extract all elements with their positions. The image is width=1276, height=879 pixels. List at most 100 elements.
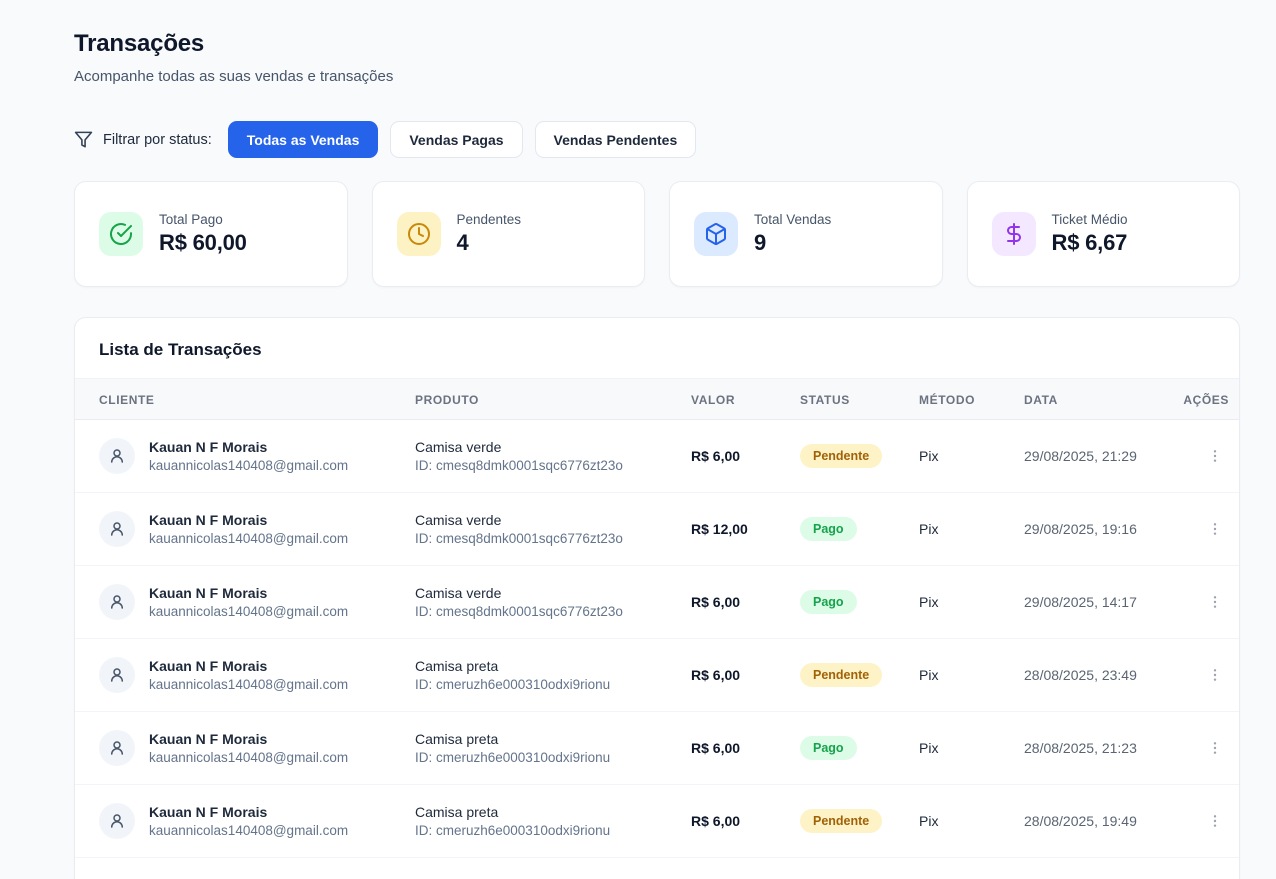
- client-name: Kauan N F Morais: [149, 804, 268, 820]
- transaction-date: 28/08/2025, 21:23: [1024, 740, 1137, 756]
- row-actions-button[interactable]: [1201, 661, 1229, 689]
- client-cell: Kauan N F Morais kauannicolas140408@gmai…: [99, 511, 415, 547]
- product-name: Camisa preta: [415, 658, 499, 674]
- status-badge: Pago: [800, 590, 857, 614]
- stat-value: 4: [456, 230, 469, 255]
- status-filter-bar: Filtrar por status: Todas as Vendas Vend…: [74, 121, 1240, 158]
- product-id: ID: cmeruzh6e000310odxi9rionu: [415, 750, 611, 765]
- page-subtitle: Acompanhe todas as suas vendas e transaç…: [74, 68, 394, 85]
- row-actions-button[interactable]: [1201, 734, 1229, 762]
- user-icon: [111, 522, 123, 536]
- client-cell: Kauan N F Morais kauannicolas140408@gmai…: [99, 730, 415, 766]
- client-email: kauannicolas140408@gmail.com: [149, 458, 349, 473]
- product-cell: Camisa verde ID: cmesq8dmk0001sqc6776zt2…: [415, 585, 691, 619]
- avatar: [99, 730, 135, 766]
- client-email: kauannicolas140408@gmail.com: [149, 750, 349, 765]
- filter-label: Filtrar por status:: [103, 131, 212, 148]
- client-cell: Kauan N F Morais kauannicolas140408@gmai…: [99, 584, 415, 620]
- product-id: ID: cmesq8dmk0001sqc6776zt23o: [415, 604, 623, 619]
- product-name: Camisa preta: [415, 731, 499, 747]
- transaction-value: R$ 6,00: [691, 448, 741, 464]
- clock-icon: [396, 212, 441, 256]
- table-row: Kauan N F Morais kauannicolas140408@gmai…: [75, 420, 1239, 493]
- row-actions-button[interactable]: [1201, 515, 1229, 543]
- avatar: [99, 803, 135, 839]
- client-cell: Kauan N F Morais kauannicolas140408@gmai…: [99, 803, 415, 839]
- product-name: Camisa preta: [415, 804, 499, 820]
- status-cell: Pendente: [800, 663, 919, 687]
- row-actions-button[interactable]: [1201, 442, 1229, 470]
- stat-card-ticket-medio: Ticket Médio R$ 6,67: [966, 181, 1240, 287]
- more-vertical-icon: [1213, 815, 1217, 827]
- table-row: Kauan N F Morais kauannicolas140408@gmai…: [75, 712, 1239, 785]
- payment-method: Pix: [919, 448, 939, 464]
- product-cell: Camisa verde ID: cmesq8dmk0001sqc6776zt2…: [415, 439, 691, 473]
- filter-button-pending[interactable]: Vendas Pendentes: [534, 121, 697, 158]
- client-name: Kauan N F Morais: [149, 731, 268, 747]
- filter-button-paid[interactable]: Vendas Pagas: [390, 121, 523, 158]
- row-actions-button[interactable]: [1201, 807, 1229, 835]
- avatar: [99, 584, 135, 620]
- product-name: Camisa verde: [415, 439, 502, 455]
- client-email: kauannicolas140408@gmail.com: [149, 823, 349, 838]
- table-title: Lista de Transações: [99, 340, 262, 359]
- stat-label: Total Vendas: [754, 212, 832, 227]
- transaction-value: R$ 6,00: [691, 813, 741, 829]
- transaction-value: R$ 6,00: [691, 740, 741, 756]
- column-header-cliente: Cliente: [99, 393, 155, 407]
- column-header-metodo: Método: [919, 393, 976, 407]
- table-row: Kauan N F Morais kauannicolas140408@gmai…: [75, 639, 1239, 712]
- stats-grid: Total Pago R$ 60,00 Pendentes 4 Total Ve…: [74, 181, 1240, 287]
- client-name: Kauan N F Morais: [149, 512, 268, 528]
- status-badge: Pendente: [800, 663, 883, 687]
- status-badge: Pendente: [800, 444, 883, 468]
- dollar-icon: [991, 212, 1036, 256]
- status-badge: Pago: [800, 517, 857, 541]
- transaction-date: 29/08/2025, 19:16: [1024, 521, 1137, 537]
- table-row: Kauan N F Morais kauannicolas140408@gmai…: [75, 566, 1239, 639]
- column-header-produto: Produto: [415, 393, 479, 407]
- filter-button-all[interactable]: Todas as Vendas: [227, 121, 379, 158]
- table-row: Kauan N F Morais kauannicolas140408@gmai…: [75, 785, 1239, 858]
- page-title: Transações: [74, 30, 205, 57]
- column-header-data: Data: [1024, 393, 1058, 407]
- transaction-value: R$ 6,00: [691, 594, 741, 610]
- more-vertical-icon: [1213, 669, 1217, 681]
- table-header: Cliente Produto Valor Status Método Data…: [75, 378, 1239, 420]
- payment-method: Pix: [919, 667, 939, 683]
- product-name: Camisa verde: [415, 585, 502, 601]
- product-cell: Camisa preta ID: cmeruzh6e000310odxi9rio…: [415, 731, 691, 765]
- transaction-date: 29/08/2025, 14:17: [1024, 594, 1137, 610]
- client-name: Kauan N F Morais: [149, 658, 268, 674]
- status-cell: Pago: [800, 736, 919, 760]
- user-icon: [111, 668, 123, 682]
- transaction-date: 28/08/2025, 23:49: [1024, 667, 1137, 683]
- stat-value: R$ 6,67: [1051, 230, 1128, 255]
- transactions-page: Transações Acompanhe todas as suas venda…: [74, 0, 1240, 879]
- product-cell: Camisa preta ID: cmeruzh6e000310odxi9rio…: [415, 658, 691, 692]
- payment-method: Pix: [919, 813, 939, 829]
- table-row: Kauan N F Morais kauannicolas140408@gmai…: [75, 493, 1239, 566]
- check-circle-icon: [99, 212, 143, 256]
- client-cell: Kauan N F Morais kauannicolas140408@gmai…: [99, 657, 415, 693]
- status-cell: Pago: [800, 517, 919, 541]
- more-vertical-icon: [1213, 523, 1217, 535]
- user-icon: [111, 741, 123, 755]
- stat-value: R$ 60,00: [159, 230, 247, 255]
- column-header-valor: Valor: [691, 393, 736, 407]
- avatar: [99, 511, 135, 547]
- stat-card-total-vendas: Total Vendas 9: [669, 181, 943, 287]
- client-email: kauannicolas140408@gmail.com: [149, 677, 349, 692]
- payment-method: Pix: [919, 740, 939, 756]
- row-actions-button[interactable]: [1201, 588, 1229, 616]
- client-email: kauannicolas140408@gmail.com: [149, 531, 349, 546]
- user-icon: [111, 595, 123, 609]
- client-cell: Kauan N F Morais kauannicolas140408@gmai…: [99, 438, 415, 474]
- stat-card-total-pago: Total Pago R$ 60,00: [74, 181, 348, 287]
- user-icon: [111, 814, 123, 828]
- transaction-date: 29/08/2025, 21:29: [1024, 448, 1137, 464]
- avatar: [99, 657, 135, 693]
- product-id: ID: cmeruzh6e000310odxi9rionu: [415, 677, 611, 692]
- table-body: Kauan N F Morais kauannicolas140408@gmai…: [75, 420, 1239, 858]
- product-id: ID: cmeruzh6e000310odxi9rionu: [415, 823, 611, 838]
